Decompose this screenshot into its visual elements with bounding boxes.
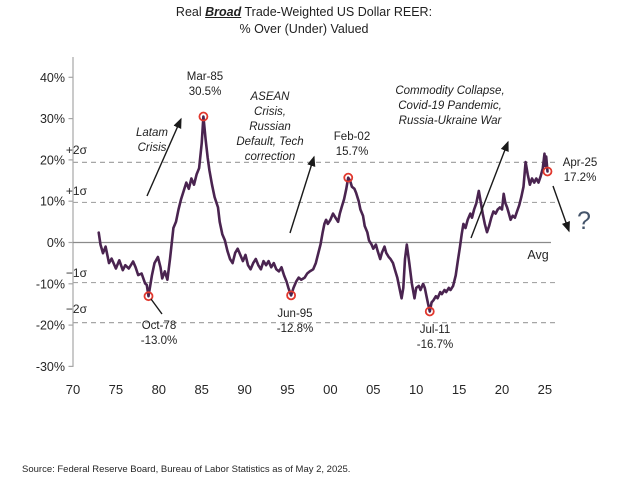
peak-date: Jul-11 <box>419 324 451 336</box>
peak-value: 30.5% <box>188 86 222 98</box>
y-tick-label: -10% <box>36 277 65 291</box>
y-tick-label: 40% <box>40 71 65 85</box>
peak-value: -13.0% <box>140 335 178 347</box>
annotation-arrow <box>146 117 182 197</box>
x-tick-label: 80 <box>152 382 166 397</box>
x-tick-label: 05 <box>366 382 380 397</box>
y-tick-label: 10% <box>40 195 65 209</box>
chart-title: Real Broad Trade-Weighted US Dollar REER… <box>0 4 608 38</box>
peak-label-feb02: Feb-02 15.7% <box>322 130 382 160</box>
peak-value: 15.7% <box>335 146 369 158</box>
peak-marker <box>343 172 354 183</box>
peak-label-jun95: Jun-95 -12.8% <box>265 307 325 337</box>
peak-date: Mar-85 <box>186 71 224 83</box>
peak-date: Feb-02 <box>333 131 371 143</box>
x-tick-label: 95 <box>280 382 294 397</box>
y-tick-label: 0% <box>47 236 65 250</box>
x-tick-label: 90 <box>237 382 251 397</box>
annotation-arrow <box>552 185 570 233</box>
x-tick-label: 85 <box>194 382 208 397</box>
x-tick-label: 70 <box>66 382 80 397</box>
callout-commodity-collapse: Commodity Collapse, Covid-19 Pandemic, R… <box>395 85 505 127</box>
peak-date: Apr-25 <box>562 157 598 169</box>
y-tick-label: 20% <box>40 153 65 167</box>
sigma-label-minus2: −2σ <box>65 302 87 316</box>
peak-date: Oct-78 <box>141 320 177 332</box>
sigma-label-plus2: +2σ <box>65 143 87 157</box>
callout-latam-crisis: Latam Crisis <box>136 127 168 154</box>
chart-title-line1: Real Broad Trade-Weighted US Dollar REER… <box>0 4 608 21</box>
title-pre: Real <box>175 5 206 19</box>
x-tick-label: 00 <box>323 382 337 397</box>
peak-label-jul11: Jul-11 -16.7% <box>405 323 465 353</box>
avg-line-label: Avg <box>527 248 549 262</box>
peak-marker <box>542 166 553 177</box>
chart-subtitle: % Over (Under) Valued <box>239 22 369 36</box>
reer-line <box>97 115 549 313</box>
peak-marker <box>286 290 297 301</box>
title-post: Trade-Weighted US Dollar REER: <box>241 5 433 19</box>
peak-marker <box>424 306 435 317</box>
callout-asean-crisis: ASEAN Crisis, Russian Default, Tech corr… <box>236 91 304 163</box>
peak-value: -16.7% <box>416 339 454 351</box>
y-tick-label: -30% <box>36 360 65 374</box>
peak-marker <box>143 291 154 302</box>
y-tick-label: 30% <box>40 112 65 126</box>
x-tick-label: 75 <box>109 382 123 397</box>
x-tick-label: 15 <box>452 382 466 397</box>
peak-label-apr25: Apr-25 17.2% <box>554 156 606 186</box>
peak-date: Jun-95 <box>277 308 313 320</box>
sigma-label-minus1: −1σ <box>65 266 87 280</box>
peak-value: -12.8% <box>276 323 314 335</box>
label-connector <box>150 298 163 315</box>
y-tick-label: -20% <box>36 319 65 333</box>
peak-marker <box>198 111 209 122</box>
title-broad: Broad <box>205 5 242 19</box>
peak-label-oct78: Oct-78 -13.0% <box>129 319 189 349</box>
annotation-arrow <box>470 140 509 239</box>
x-tick-label: 10 <box>409 382 423 397</box>
peak-label-mar85: Mar-85 30.5% <box>175 70 235 100</box>
source-note: Source: Federal Reserve Board, Bureau of… <box>22 464 351 475</box>
annotation-arrow <box>289 155 316 234</box>
peak-value: 17.2% <box>563 172 597 184</box>
sigma-label-plus1: +1σ <box>65 184 87 198</box>
question-mark: ? <box>577 207 591 235</box>
x-tick-label: 20 <box>495 382 509 397</box>
x-tick-label: 25 <box>538 382 552 397</box>
